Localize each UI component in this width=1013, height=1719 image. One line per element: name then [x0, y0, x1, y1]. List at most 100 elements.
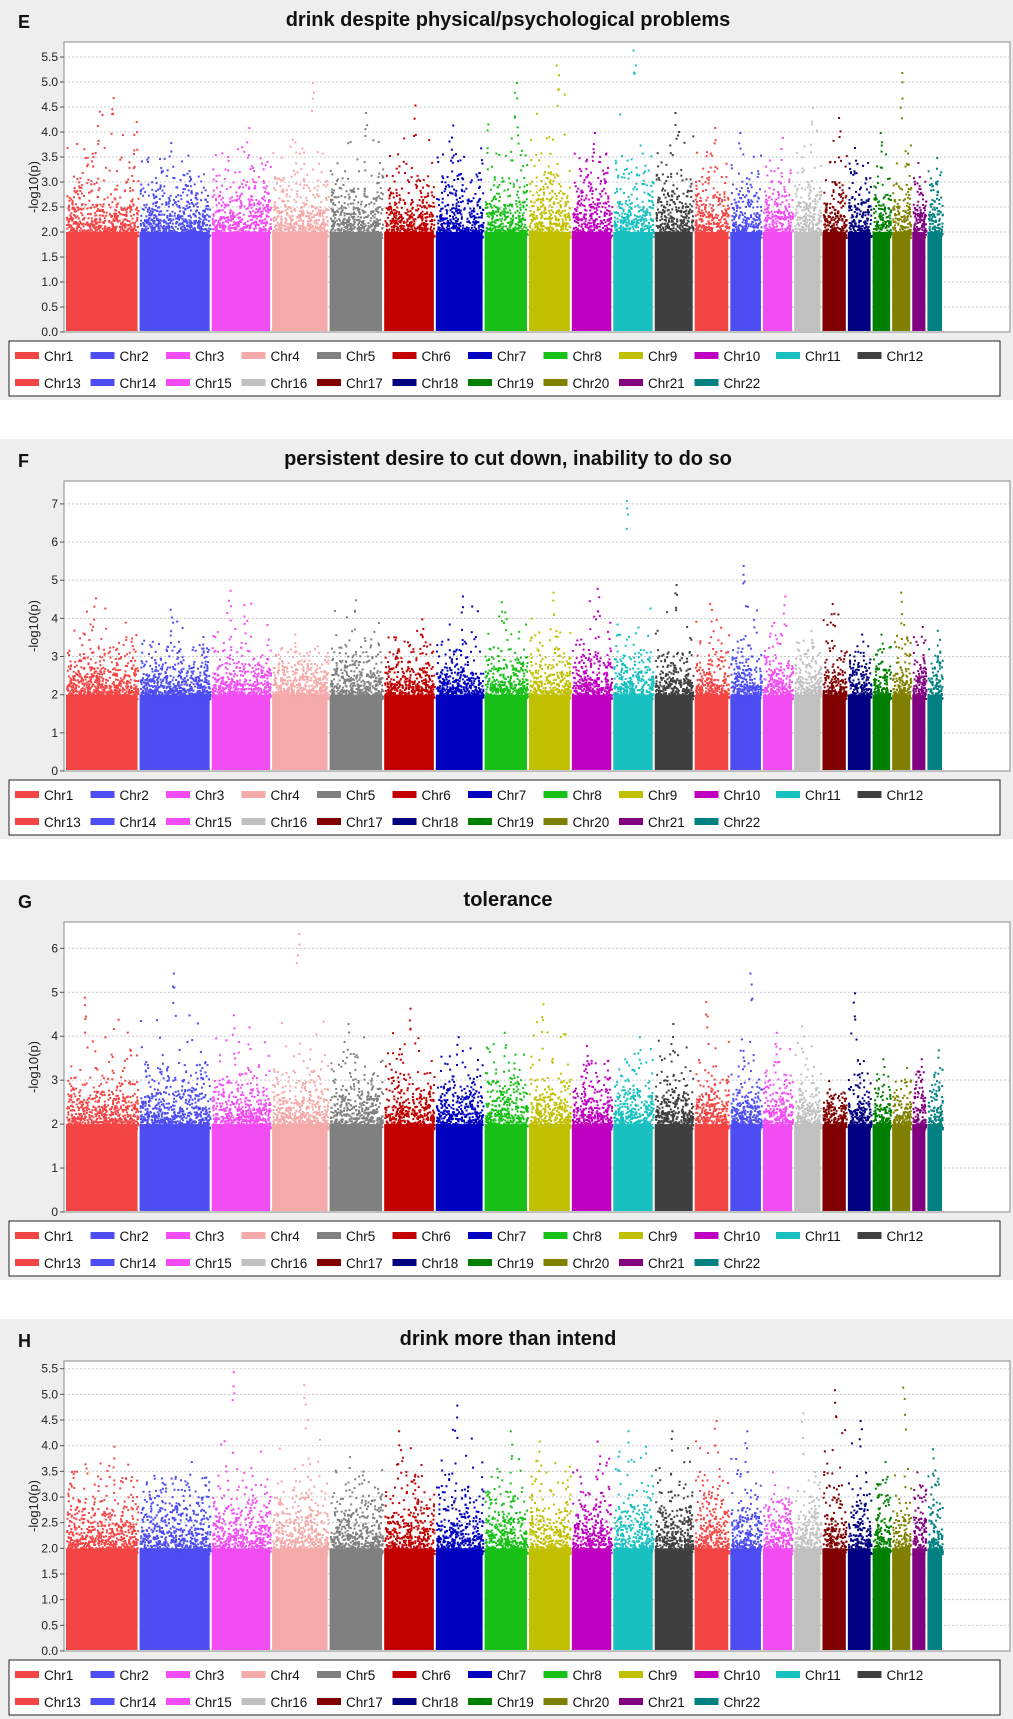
point: [494, 227, 497, 230]
point: [556, 236, 559, 239]
point: [219, 230, 222, 233]
point: [335, 236, 338, 239]
point: [395, 234, 398, 237]
point: [323, 228, 326, 231]
point: [404, 211, 407, 214]
point: [488, 215, 491, 218]
point: [424, 220, 427, 223]
point: [400, 213, 403, 216]
point: [255, 217, 258, 220]
point: [66, 224, 69, 227]
point: [367, 229, 370, 232]
point: [266, 161, 269, 164]
point: [152, 235, 155, 238]
point: [83, 148, 86, 151]
point: [72, 222, 75, 225]
point: [633, 214, 636, 217]
point: [575, 190, 578, 193]
point: [538, 235, 541, 238]
point: [539, 213, 542, 216]
point: [592, 206, 595, 209]
point: [272, 187, 275, 190]
point: [148, 211, 151, 214]
point: [203, 234, 206, 237]
point: [503, 212, 506, 215]
point: [498, 199, 501, 202]
point: [89, 226, 92, 229]
point: [89, 190, 92, 193]
point: [372, 214, 375, 217]
point: [119, 196, 122, 199]
point: [332, 203, 335, 206]
point: [316, 233, 319, 236]
point: [600, 195, 603, 198]
point: [315, 219, 318, 222]
point: [315, 236, 318, 239]
point: [103, 221, 106, 224]
point: [97, 224, 100, 227]
point: [405, 229, 408, 232]
point: [95, 222, 98, 225]
point: [74, 203, 77, 206]
point: [456, 222, 459, 225]
point: [412, 224, 415, 227]
point: [95, 203, 98, 206]
point: [308, 236, 311, 239]
point: [492, 196, 495, 199]
point: [525, 204, 528, 207]
point: [354, 232, 357, 235]
point: [71, 200, 74, 203]
point: [430, 218, 433, 221]
point: [121, 226, 124, 229]
point: [218, 174, 221, 177]
point: [492, 232, 495, 235]
point: [187, 230, 190, 233]
point: [295, 182, 298, 185]
point: [280, 215, 283, 218]
point: [123, 229, 126, 232]
point: [101, 214, 104, 217]
point: [304, 230, 307, 233]
point: [535, 176, 538, 179]
point: [140, 224, 143, 227]
point: [95, 229, 98, 232]
point: [443, 227, 446, 230]
point: [146, 158, 149, 161]
point: [533, 232, 536, 235]
point: [171, 222, 174, 225]
point: [378, 233, 381, 236]
point: [118, 236, 121, 239]
point: [153, 228, 156, 231]
point: [313, 234, 316, 237]
point: [339, 214, 342, 217]
point: [193, 227, 196, 230]
point: [343, 232, 346, 235]
point: [126, 235, 129, 238]
point: [71, 206, 74, 209]
point: [493, 235, 496, 238]
point: [78, 231, 81, 234]
point: [253, 169, 256, 172]
point: [485, 230, 488, 233]
point: [330, 225, 333, 228]
point: [614, 229, 617, 232]
point: [495, 214, 498, 217]
point: [311, 205, 314, 208]
point: [266, 208, 269, 211]
point: [583, 213, 586, 216]
point: [88, 191, 91, 194]
y-axis-label: -log10(p): [26, 161, 41, 213]
point: [249, 226, 252, 229]
point: [505, 216, 508, 219]
point: [556, 228, 559, 231]
point: [295, 221, 298, 224]
point: [152, 228, 155, 231]
point: [500, 228, 503, 231]
point: [472, 220, 475, 223]
point: [475, 231, 478, 234]
point: [629, 203, 632, 206]
point: [135, 211, 138, 214]
point: [404, 201, 407, 204]
point: [340, 222, 343, 225]
point: [296, 171, 299, 174]
